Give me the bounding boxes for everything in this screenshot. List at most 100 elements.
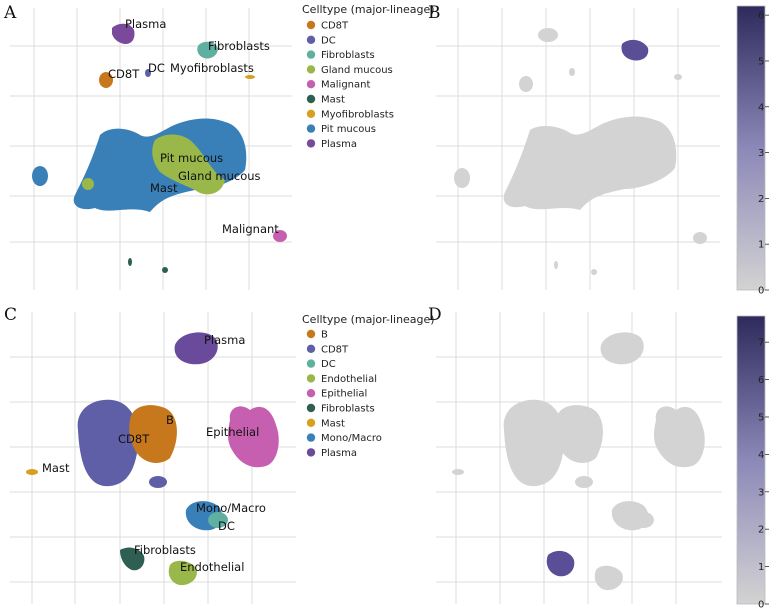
cluster-b-main (503, 116, 677, 210)
legend-c-item: Mono/Macro (306, 433, 382, 444)
legend-c-item: Plasma (306, 448, 357, 459)
cluster-a-left-cluster (32, 166, 48, 186)
colorbar-d-tick-label: 6 (758, 375, 764, 386)
colorbar-b-tick-label: 1 (758, 240, 764, 251)
legend-c-label: CD8T (321, 344, 349, 355)
legend-a-item: DC (306, 35, 336, 46)
panel-a: A Plasma Fibroblasts CD8T (3, 3, 435, 290)
cluster-c-cd8t (77, 399, 139, 487)
legend-c-label: Endothelial (321, 374, 377, 385)
colorbar-d-tick-label: 4 (758, 450, 764, 461)
legend-a-marker (306, 20, 316, 30)
cluster-b-top (538, 28, 558, 42)
cluster-a-plasma (112, 23, 135, 44)
legend-a-marker (306, 124, 316, 133)
cluster-a-malignant (273, 230, 287, 242)
legend-a-label: CD8T (321, 21, 349, 32)
cluster-label-a-gland-mucous: Gland mucous (178, 169, 261, 183)
cluster-label-a-myofibroblasts: Myofibroblasts (170, 61, 254, 75)
cluster-b-bottom-a (554, 261, 558, 269)
colorbar-b-tick-label: 2 (758, 194, 764, 205)
legend-c-label: Mast (321, 418, 345, 429)
cluster-d-endothelial (594, 565, 623, 591)
panel-c-letter: C (4, 305, 17, 325)
cluster-b-expressing (621, 39, 649, 61)
cluster-label-a-malignant: Malignant (222, 222, 279, 236)
legend-c-marker (306, 433, 316, 442)
legend-a-marker (306, 109, 316, 119)
legend-a-label: Fibroblasts (321, 50, 375, 61)
legend-c-title: Celltype (major-lineage) (302, 313, 435, 326)
legend-a-label: Mast (321, 95, 345, 106)
panel-a-scatter (32, 23, 287, 273)
panel-a-letter: A (3, 3, 17, 23)
cluster-label-c-plasma: Plasma (204, 333, 245, 347)
panel-a-cluster-labels: Plasma Fibroblasts CD8T DC Myofibroblast… (108, 17, 279, 236)
cluster-a-gland-mucous-small (82, 178, 94, 190)
legend-c-marker (306, 403, 316, 413)
legend-a-marker (306, 94, 316, 104)
colorbar-b-tick-label: 5 (758, 56, 764, 67)
legend-a-item: Fibroblasts (306, 50, 375, 61)
legend-a-label: Myofibroblasts (321, 109, 394, 120)
cluster-label-a-dc: DC (148, 61, 165, 75)
cluster-d-epithelial (654, 406, 705, 468)
colorbar-d-tick-label: 7 (758, 338, 764, 349)
legend-c-item: Mast (306, 418, 345, 429)
legend-c-marker (306, 418, 316, 427)
legend-a-marker (306, 139, 316, 148)
cluster-b-right-small (674, 74, 682, 80)
cluster-c-dc (208, 512, 228, 528)
panel-b: B 0 1 2 3 4 5 6 (428, 3, 769, 297)
legend-a-item: Plasma (306, 139, 357, 150)
colorbar-d-tick-label: 2 (758, 525, 764, 536)
cluster-d-fibroblasts-expressing (546, 550, 575, 577)
cluster-label-c-cd8t: CD8T (118, 432, 150, 446)
cluster-label-c-dc: DC (218, 519, 235, 533)
legend-a-marker (306, 80, 316, 89)
legend-a-item: Malignant (306, 80, 370, 91)
cluster-label-a-plasma: Plasma (125, 17, 166, 31)
legend-c-item: CD8T (306, 344, 349, 355)
colorbar-b: 0 1 2 3 4 5 6 (736, 5, 769, 297)
legend-c-label: Plasma (321, 448, 357, 459)
legend-a-title: Celltype (major-lineage) (302, 3, 435, 16)
cluster-d-plasma (600, 332, 644, 365)
cluster-c-endothelial (168, 560, 197, 586)
cluster-a-mast-2 (162, 267, 168, 273)
cluster-label-a-pit-mucous: Pit mucous (160, 151, 223, 165)
cluster-c-b (129, 405, 177, 463)
legend-c-marker (306, 374, 316, 383)
legend-c-marker (306, 389, 316, 398)
colorbar-b-tick-label: 4 (758, 102, 764, 113)
cluster-label-c-b: B (166, 413, 174, 427)
legend-c-marker (306, 344, 316, 353)
legend-a-item: Myofibroblasts (306, 109, 394, 120)
cluster-d-mast (452, 469, 464, 475)
panel-d: D 0 1 2 3 4 5 6 7 (428, 305, 769, 609)
legend-a-marker (306, 50, 316, 59)
legend-c-item: Fibroblasts (306, 403, 375, 415)
legend-a-marker (306, 65, 316, 74)
colorbar-d-tick-label: 5 (758, 412, 764, 423)
cluster-label-c-mast: Mast (42, 461, 70, 475)
cluster-label-a-cd8t: CD8T (108, 67, 140, 81)
legend-c-label: B (321, 330, 328, 341)
legend-a-label: Gland mucous (321, 65, 393, 76)
legend-a-label: Pit mucous (321, 124, 376, 135)
cluster-label-c-mono-macro: Mono/Macro (196, 501, 266, 515)
colorbar-b-tick-label: 3 (758, 148, 764, 159)
cluster-b-bottom-right (693, 232, 707, 244)
cluster-c-plasma (174, 332, 218, 365)
cluster-c-cd8t-small (149, 476, 167, 488)
cluster-a-mast (128, 258, 132, 266)
legend-c-item: Endothelial (306, 374, 377, 385)
cluster-c-epithelial (228, 406, 279, 468)
cluster-label-a-mast: Mast (150, 181, 178, 195)
legend-c-item: DC (306, 359, 336, 370)
legend-c-marker (306, 329, 316, 339)
legend-a-marker (306, 35, 316, 44)
cluster-label-a-fibroblasts: Fibroblasts (208, 39, 270, 53)
panel-d-letter: D (428, 305, 442, 325)
panel-b-letter: B (428, 3, 441, 23)
